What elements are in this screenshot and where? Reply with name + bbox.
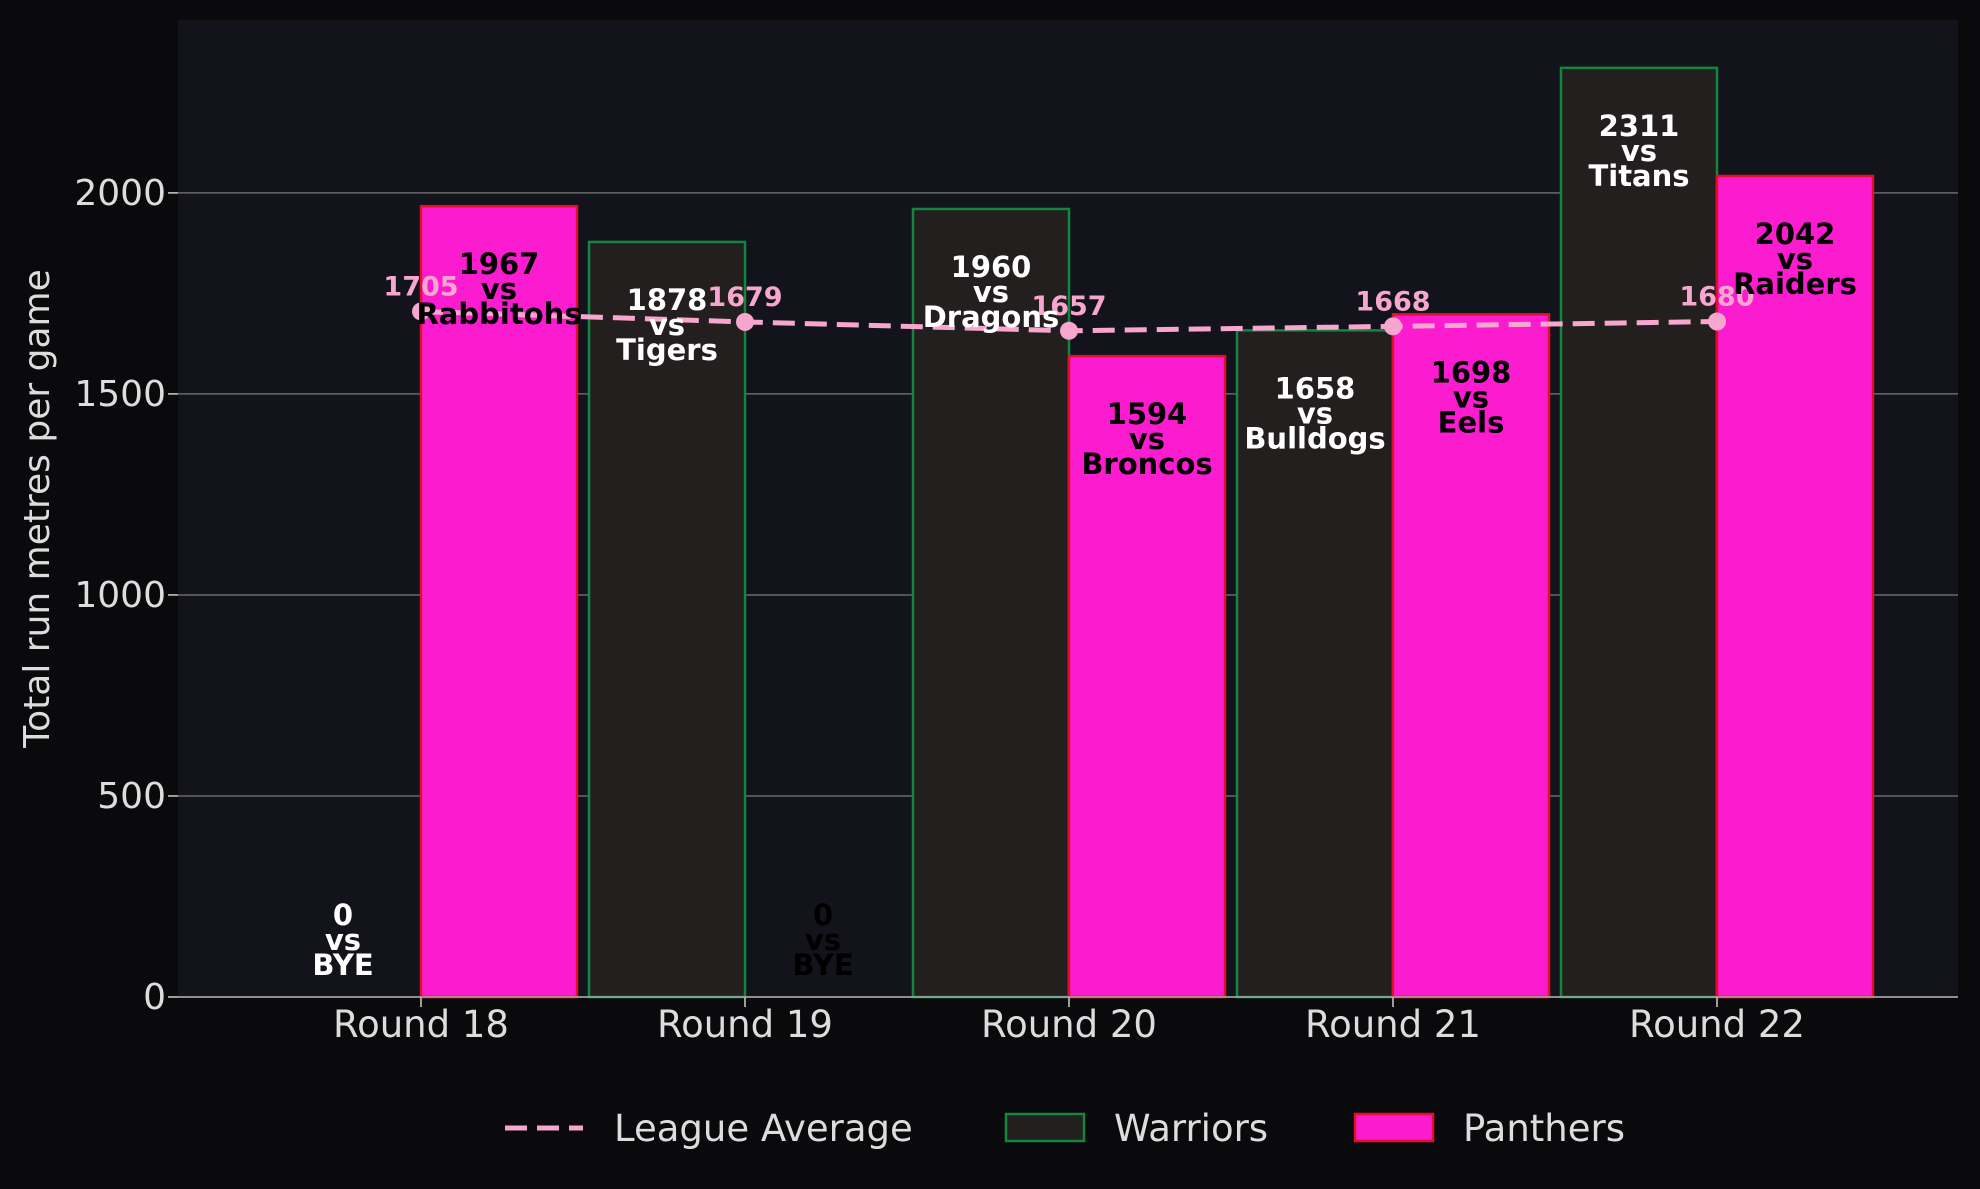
bar-warriors-round-21	[1235, 329, 1395, 999]
bar-vs-label: vs	[1453, 380, 1489, 414]
league-average-value-label: 1705	[383, 271, 458, 302]
legend-label-league-average: League Average	[614, 1107, 913, 1150]
bar-opponent-label: Eels	[1438, 405, 1505, 439]
bar-opponent-label: Bulldogs	[1244, 421, 1385, 455]
bar-warriors-round-20	[911, 207, 1071, 999]
bar-value-label: 0	[813, 898, 833, 932]
bar-warriors-round-22	[1559, 66, 1719, 999]
league-average-value-label: 1680	[1679, 282, 1754, 313]
bar-vs-label: vs	[481, 272, 517, 306]
bar-vs-label: vs	[1777, 242, 1813, 276]
league-average-value-label: 1679	[707, 282, 782, 313]
bar-vs-label: vs	[325, 923, 361, 957]
bars	[419, 66, 1875, 999]
y-tick-label: 1000	[74, 575, 166, 616]
bar-value-label: 1658	[1275, 371, 1356, 405]
bar-vs-label: vs	[649, 308, 685, 342]
bar-opponent-label: Raiders	[1733, 267, 1857, 301]
bar-opponent-label: Tigers	[616, 333, 718, 367]
bar-panthers-round-20	[1067, 354, 1227, 999]
y-axis-label: Total run metres per game	[17, 269, 58, 748]
bar-opponent-label: BYE	[312, 948, 373, 982]
legend-swatch-warriors	[1004, 1112, 1086, 1143]
bar-labels: 0vsBYE1878vsTigers1960vsDragons1658vsBul…	[312, 109, 1857, 982]
legend-swatch-panthers	[1353, 1112, 1435, 1143]
bar-value-label: 1967	[459, 247, 540, 281]
legend-label-panthers: Panthers	[1463, 1107, 1625, 1150]
league-average-point	[736, 312, 754, 331]
bar-opponent-label: Dragons	[923, 300, 1060, 334]
bar-value-label: 1698	[1431, 355, 1512, 389]
bar-value-label: 1878	[627, 283, 708, 317]
bar-opponent-label: Titans	[1588, 159, 1689, 193]
x-tick-label: Round 22	[1629, 1003, 1805, 1046]
x-tick-label: Round 21	[1305, 1003, 1481, 1046]
x-tick-label: Round 20	[981, 1003, 1157, 1046]
league-average-line: 1705 1679 1657 1668 1680	[383, 271, 1755, 340]
axes: 0 500 1000 1500 2000 Round 18 Round 19 Round 20…	[74, 173, 1958, 1046]
bar-value-label: 2311	[1599, 109, 1680, 143]
y-tick-label: 1500	[74, 374, 166, 415]
legend: League Average Warriors Panthers	[505, 1107, 1625, 1150]
bar-vs-label: vs	[1297, 396, 1333, 430]
x-tick-label: Round 18	[333, 1003, 509, 1046]
league-average-value-label: 1657	[1031, 291, 1106, 322]
bar-panthers-round-21	[1391, 313, 1551, 999]
x-tick-label: Round 19	[657, 1003, 833, 1046]
bar-warriors-round-19	[587, 240, 747, 999]
bar-opponent-label: Rabbitohs	[416, 297, 581, 331]
league-average-value-label: 1668	[1355, 286, 1430, 317]
y-tick-label: 2000	[74, 173, 166, 214]
bar-value-label: 1594	[1107, 397, 1188, 431]
bar-opponent-label: Broncos	[1081, 447, 1212, 481]
legend-label-warriors: Warriors	[1114, 1107, 1268, 1150]
league-average-point	[412, 302, 430, 321]
bar-vs-label: vs	[1621, 134, 1657, 168]
bar-vs-label: vs	[1129, 422, 1165, 456]
league-average-point	[1060, 321, 1078, 340]
league-average-point	[1708, 312, 1726, 331]
bar-value-label: 2042	[1755, 217, 1836, 251]
bar-vs-label: vs	[805, 923, 841, 957]
league-average-point	[1384, 317, 1402, 336]
y-tick-label: 500	[97, 776, 166, 817]
y-tick-label: 0	[143, 977, 166, 1018]
bar-panthers-round-18	[419, 204, 579, 999]
bar-panthers-round-22	[1715, 174, 1875, 999]
bar-value-label: 0	[333, 898, 353, 932]
bar-vs-label: vs	[973, 275, 1009, 309]
bar-value-label: 1960	[951, 250, 1032, 284]
bar-opponent-label: BYE	[792, 948, 853, 982]
